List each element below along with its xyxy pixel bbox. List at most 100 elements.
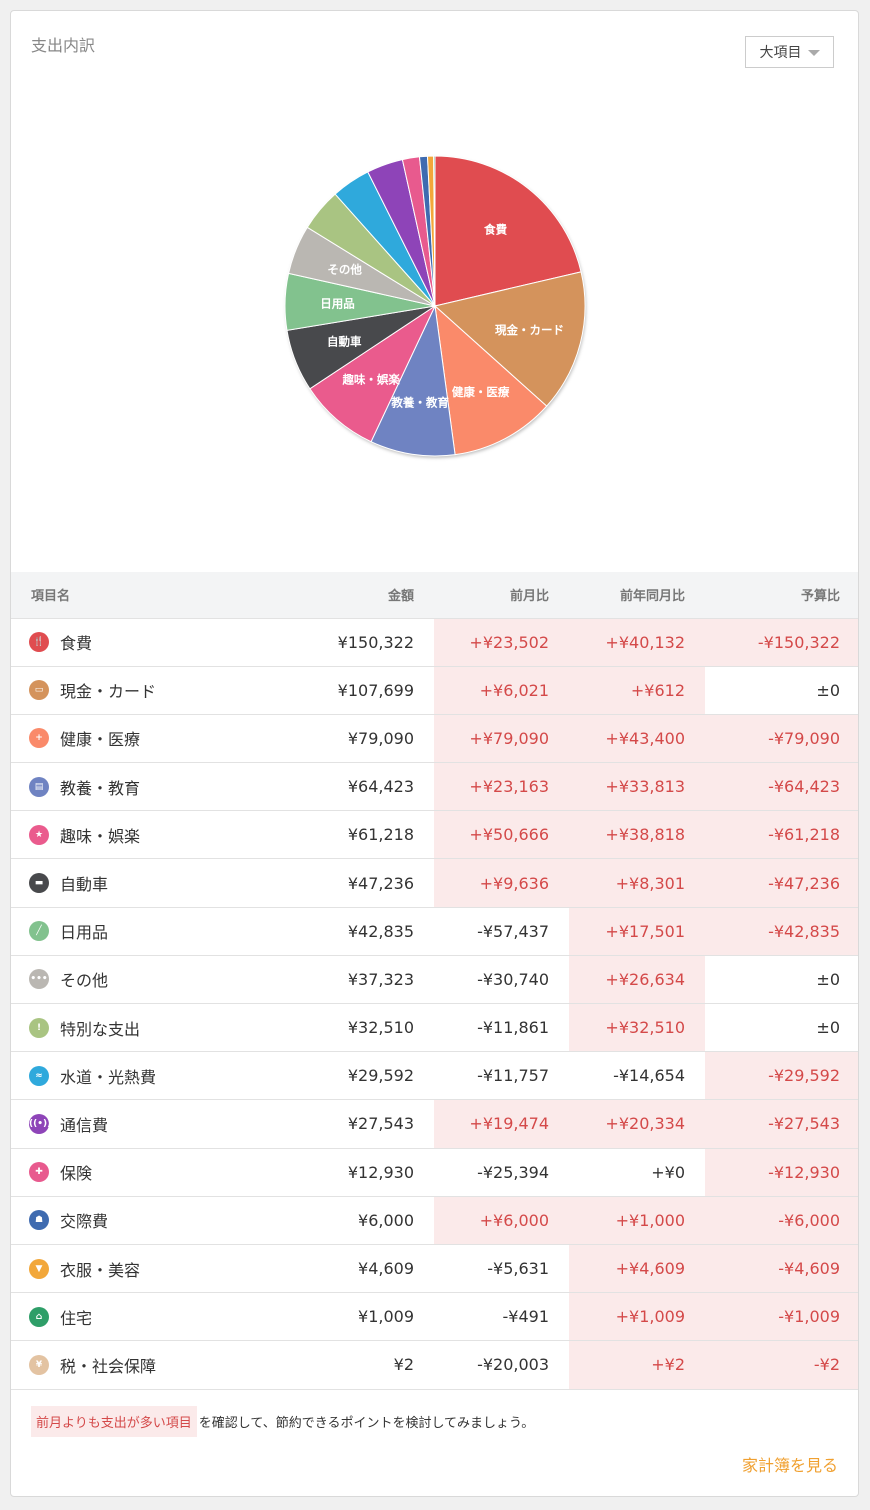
row-category: ((•)) 通信費 bbox=[11, 1100, 272, 1148]
people-icon: ☗ bbox=[29, 1210, 49, 1231]
row-budget: -¥150,322 bbox=[705, 618, 858, 667]
row-budget: -¥6,000 bbox=[705, 1196, 858, 1245]
row-category: ╱ 日用品 bbox=[11, 907, 272, 955]
pie-slice-label: 趣味・娯楽 bbox=[341, 373, 400, 387]
pie-slice[interactable] bbox=[434, 304, 548, 456]
row-budget: -¥64,423 bbox=[705, 762, 858, 811]
category-name: 住宅 bbox=[60, 1308, 93, 1328]
row-yoy: +¥32,510 bbox=[569, 1003, 705, 1052]
row-mom: +¥19,474 bbox=[434, 1099, 569, 1149]
row-category: ≈ 水道・光熱費 bbox=[11, 1052, 272, 1100]
category-level-dropdown[interactable]: 大項目 bbox=[745, 36, 834, 68]
pie-slice-label: 日用品 bbox=[320, 296, 355, 310]
star-icon: ★ bbox=[29, 824, 49, 845]
category-name: 日用品 bbox=[60, 923, 109, 943]
table-row: ▼ 衣服・美容 ¥4,609 -¥5,631 +¥4,609 -¥4,609 bbox=[11, 1244, 858, 1293]
table-row: ▤ 教養・教育 ¥64,423 +¥23,163 +¥33,813 -¥64,423 bbox=[11, 762, 858, 811]
row-amount: ¥61,218 bbox=[347, 825, 414, 845]
table-row: 🍴 食費 ¥150,322 +¥23,502 +¥40,132 -¥150,322 bbox=[11, 618, 858, 667]
row-budget: -¥42,835 bbox=[705, 907, 858, 956]
wallet-icon: ▭ bbox=[29, 680, 49, 701]
row-amount: ¥42,835 bbox=[347, 921, 414, 941]
pie-slice-label: 食費 bbox=[484, 223, 507, 237]
header-budget: 予算比 bbox=[800, 589, 840, 605]
category-name: 現金・カード bbox=[60, 682, 157, 702]
row-budget: ±0 bbox=[816, 1018, 840, 1038]
category-name: 特別な支出 bbox=[60, 1019, 141, 1039]
row-yoy: +¥38,818 bbox=[569, 810, 705, 859]
row-budget: -¥79,090 bbox=[705, 714, 858, 763]
pie-slice-label: 現金・カード bbox=[495, 323, 564, 337]
row-budget: -¥4,609 bbox=[705, 1244, 858, 1293]
row-yoy: +¥4,609 bbox=[569, 1244, 705, 1293]
pie-slice[interactable] bbox=[370, 304, 456, 457]
table-row: ••• その他 ¥37,323 -¥30,740 +¥26,634 ±0 bbox=[11, 955, 858, 1004]
row-category: 🍴 食費 bbox=[11, 618, 272, 666]
row-amount: ¥1,009 bbox=[358, 1307, 414, 1327]
row-amount: ¥12,930 bbox=[347, 1162, 414, 1182]
row-budget: -¥2 bbox=[705, 1340, 858, 1389]
table-row: ! 特別な支出 ¥32,510 -¥11,861 +¥32,510 ±0 bbox=[11, 1003, 858, 1052]
category-name: その他 bbox=[60, 971, 109, 991]
row-category: ▭ 現金・カード bbox=[11, 666, 272, 714]
table-header-row: 項目名 金額 前月比 前年同月比 予算比 bbox=[11, 572, 858, 618]
table-row: ▬ 自動車 ¥47,236 +¥9,636 +¥8,301 -¥47,236 bbox=[11, 858, 858, 908]
header-name: 項目名 bbox=[31, 589, 71, 605]
table-row: + 健康・医療 ¥79,090 +¥79,090 +¥43,400 -¥79,090 bbox=[11, 714, 858, 763]
row-yoy: +¥17,501 bbox=[569, 907, 705, 956]
row-category: + 健康・医療 bbox=[11, 714, 272, 762]
row-category: ¥ 税・社会保障 bbox=[11, 1341, 272, 1389]
row-mom: -¥30,740 bbox=[477, 969, 549, 989]
car-icon: ▬ bbox=[29, 873, 49, 894]
row-budget: -¥27,543 bbox=[705, 1099, 858, 1149]
table-row: ★ 趣味・娯楽 ¥61,218 +¥50,666 +¥38,818 -¥61,218 bbox=[11, 810, 858, 859]
row-budget: ±0 bbox=[816, 680, 840, 700]
header-mom: 前月比 bbox=[509, 589, 549, 605]
view-household-book-link[interactable]: 家計簿を見る bbox=[741, 1456, 838, 1475]
row-amount: ¥4,609 bbox=[358, 1259, 414, 1279]
row-amount: ¥6,000 bbox=[358, 1210, 414, 1230]
row-category: ••• その他 bbox=[11, 955, 272, 1003]
row-yoy: +¥43,400 bbox=[569, 714, 705, 763]
pie-slice-label: その他 bbox=[327, 262, 362, 276]
pie-slice[interactable] bbox=[309, 304, 437, 443]
exclamation-icon: ! bbox=[29, 1017, 49, 1038]
category-name: 自動車 bbox=[60, 875, 109, 895]
row-mom: +¥6,000 bbox=[434, 1196, 569, 1245]
row-mom: +¥50,666 bbox=[434, 810, 569, 859]
dropdown-label: 大項目 bbox=[759, 45, 802, 61]
row-yoy: -¥14,654 bbox=[613, 1066, 685, 1086]
category-name: 衣服・美容 bbox=[60, 1260, 141, 1280]
row-amount: ¥2 bbox=[393, 1355, 414, 1375]
row-yoy: +¥0 bbox=[651, 1162, 685, 1182]
row-mom: +¥23,163 bbox=[434, 762, 569, 811]
table-row: ≈ 水道・光熱費 ¥29,592 -¥11,757 -¥14,654 -¥29,592 bbox=[11, 1051, 858, 1100]
pie-slice-label: 健康・医療 bbox=[452, 385, 510, 399]
table-row: ✚ 保険 ¥12,930 -¥25,394 +¥0 -¥12,930 bbox=[11, 1148, 858, 1197]
row-mom: -¥20,003 bbox=[477, 1355, 549, 1375]
category-name: 保険 bbox=[60, 1164, 93, 1184]
category-name: 趣味・娯楽 bbox=[60, 826, 141, 846]
row-mom: -¥491 bbox=[502, 1307, 550, 1327]
pie-slice[interactable] bbox=[433, 271, 586, 407]
row-budget: -¥29,592 bbox=[705, 1051, 858, 1100]
house-icon: ⌂ bbox=[29, 1306, 49, 1327]
category-name: 水道・光熱費 bbox=[60, 1067, 157, 1087]
row-category: ✚ 保険 bbox=[11, 1148, 272, 1196]
row-mom: +¥23,502 bbox=[434, 618, 569, 667]
row-yoy: +¥20,334 bbox=[569, 1099, 705, 1149]
faucet-icon: ≈ bbox=[29, 1065, 49, 1086]
row-amount: ¥47,236 bbox=[347, 873, 414, 893]
row-mom: -¥25,394 bbox=[477, 1162, 549, 1182]
row-mom: +¥9,636 bbox=[434, 858, 569, 908]
pie-slice-label: 自動車 bbox=[327, 335, 362, 349]
pie-slice[interactable] bbox=[434, 155, 582, 307]
table-row: ((•)) 通信費 ¥27,543 +¥19,474 +¥20,334 -¥27,543 bbox=[11, 1099, 858, 1149]
pie-slice-label: 教養・教育 bbox=[390, 395, 449, 409]
category-name: 交際費 bbox=[60, 1212, 109, 1232]
row-mom: -¥11,757 bbox=[477, 1066, 549, 1086]
more-dots-icon: ••• bbox=[29, 969, 49, 990]
medical-cross-icon: + bbox=[29, 728, 49, 749]
row-mom: -¥5,631 bbox=[487, 1259, 549, 1279]
